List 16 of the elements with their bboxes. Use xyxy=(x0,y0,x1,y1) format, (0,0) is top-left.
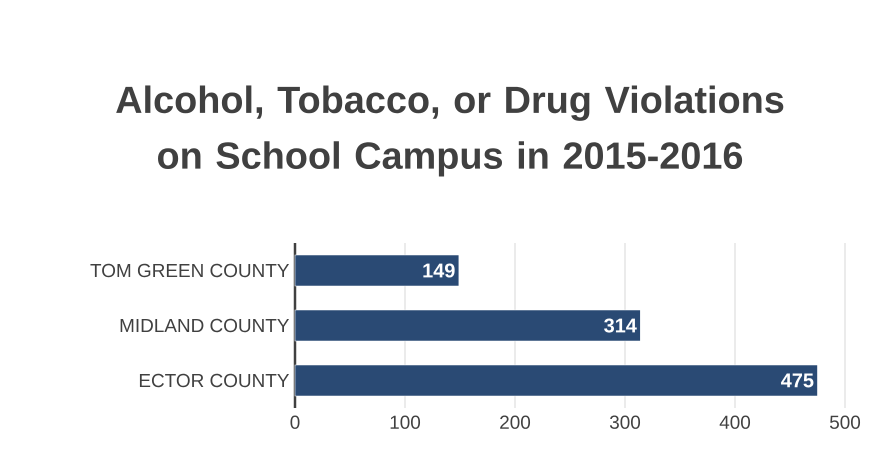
x-tick-label: 300 xyxy=(610,416,640,429)
x-tick-label: 500 xyxy=(830,416,860,429)
x-tick-label: 100 xyxy=(390,416,420,429)
x-tick-label: 400 xyxy=(720,416,750,429)
data-label: 475 xyxy=(781,374,814,388)
x-tick-label: 200 xyxy=(500,416,530,429)
data-label: 314 xyxy=(604,318,637,333)
bar xyxy=(294,254,460,286)
bar xyxy=(294,310,641,342)
x-tick-label: 0 xyxy=(290,416,300,429)
y-tick-label: TOM GREEN COUNTY xyxy=(90,264,290,278)
y-tick-label: MIDLAND COUNTY xyxy=(120,318,290,332)
bar xyxy=(294,364,818,396)
chart-title: Alcohol, Tobacco, or Drug Violations on School Campus in 2015-2016 xyxy=(116,85,784,177)
y-tick-label: ECTOR COUNTY xyxy=(140,374,290,388)
data-label: 149 xyxy=(423,263,455,278)
